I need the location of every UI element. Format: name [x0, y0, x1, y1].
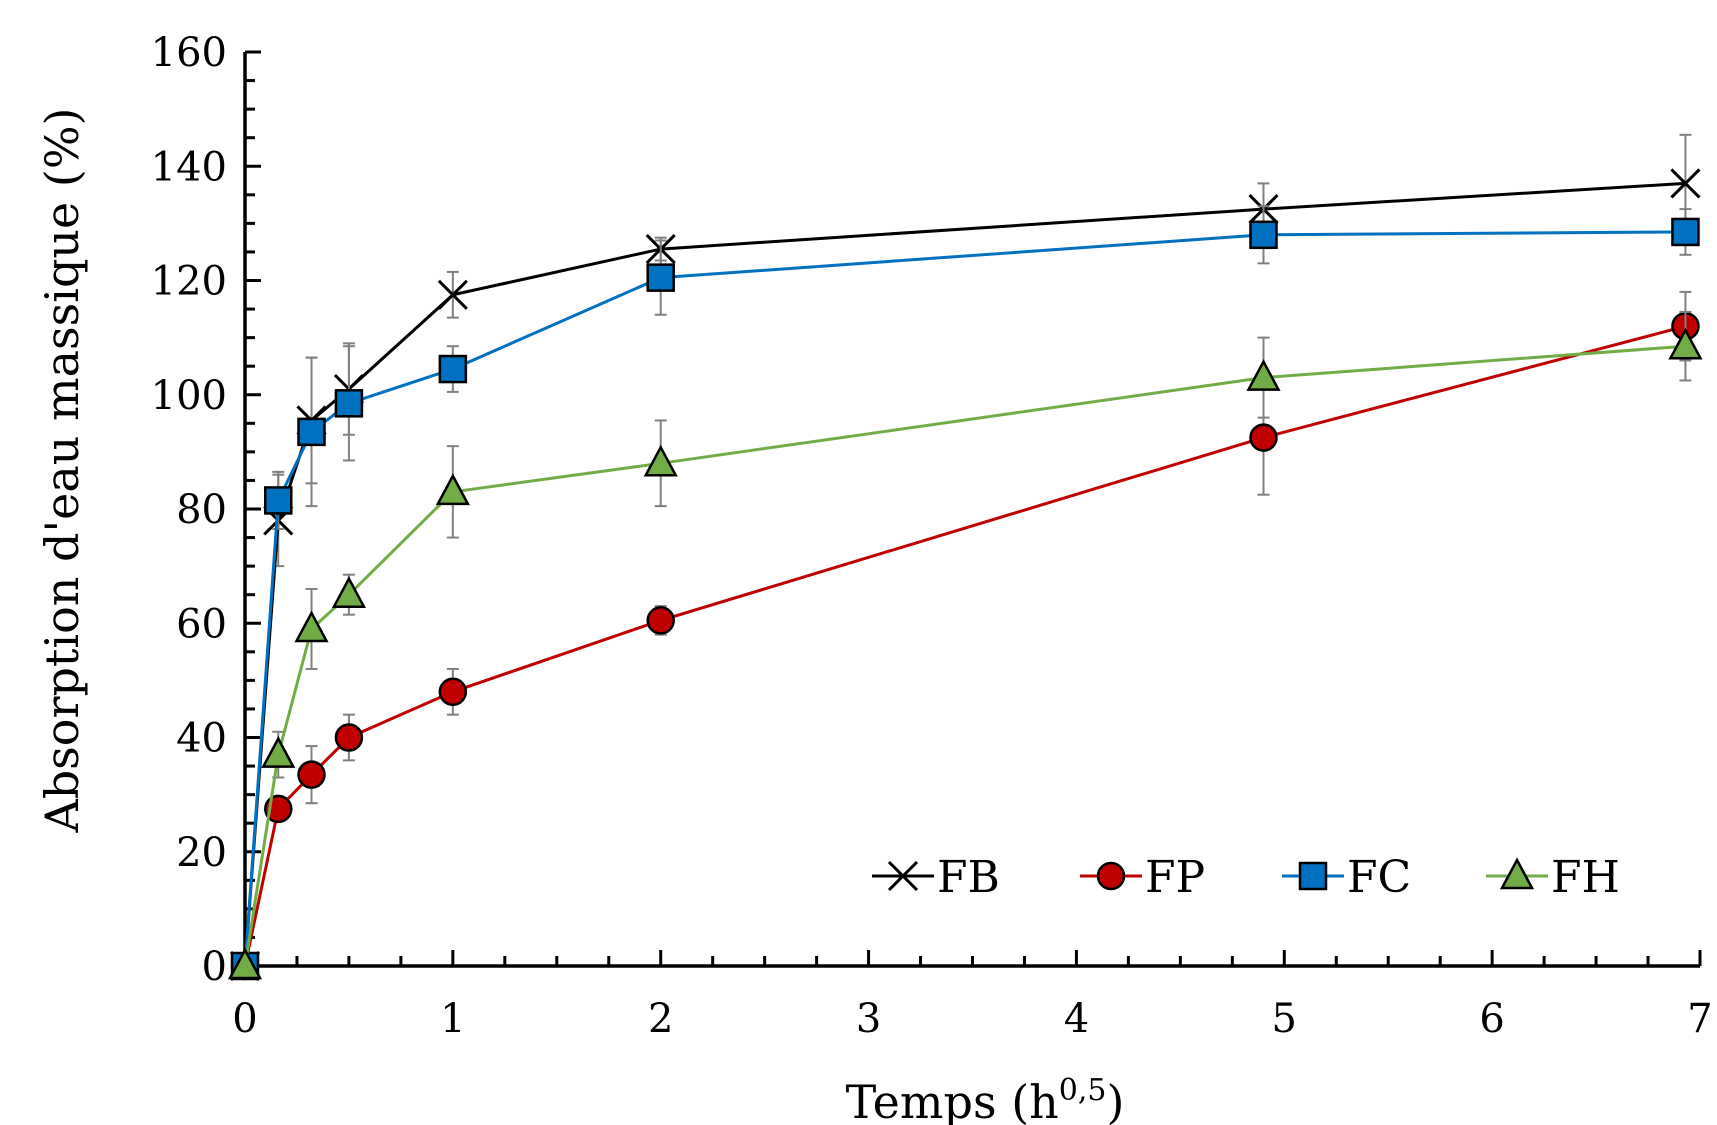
marker-square	[438, 354, 468, 384]
marker-x	[437, 279, 468, 310]
marker-x	[887, 860, 919, 892]
marker-triangle	[294, 610, 329, 643]
marker-circle	[297, 760, 326, 789]
marker-square	[297, 417, 326, 447]
series-layer	[227, 133, 1703, 982]
marker-circle	[646, 606, 675, 635]
x-axis-ticks: 0 1 2 3 4 5 6 7	[232, 950, 1713, 1042]
marker-square	[1298, 861, 1328, 891]
y-tick-label: 60	[176, 601, 227, 647]
marker-triangle	[1499, 857, 1535, 890]
series-fh	[227, 310, 1703, 980]
series-fp	[230, 290, 1700, 981]
x-tick-label: 3	[856, 996, 881, 1042]
marker-square	[1249, 220, 1278, 250]
marker-circle	[438, 677, 468, 707]
plot-area	[243, 52, 1700, 968]
x-tick-label: 5	[1272, 996, 1297, 1042]
y-tick-label: 120	[151, 259, 227, 305]
series-line	[243, 344, 1686, 967]
y-tick-label: 80	[176, 487, 227, 533]
legend-label: FH	[1551, 852, 1620, 903]
marker-square	[334, 389, 364, 418]
legend-label: FB	[937, 852, 1000, 903]
legend-item-fb: FB	[872, 852, 1000, 903]
x-tick-label: 4	[1064, 996, 1089, 1042]
marker-triangle	[261, 735, 296, 768]
marker-triangle	[435, 473, 470, 506]
y-axis-ticks: 0 20 40 60 80 100 120 140 160	[151, 30, 261, 990]
y-tick-label: 160	[151, 30, 227, 76]
marker-circle	[334, 723, 364, 752]
x-tick-label: 0	[232, 996, 257, 1042]
marker-square	[1671, 217, 1700, 247]
y-tick-label: 20	[176, 830, 227, 876]
marker-triangle	[1668, 327, 1703, 360]
series-line	[243, 181, 1686, 967]
x-tick-label: 2	[648, 996, 673, 1042]
x-tick-label: 6	[1479, 996, 1504, 1042]
x-tick-label: 1	[440, 996, 465, 1042]
legend-item-fc: FC	[1282, 852, 1411, 903]
marker-triangle	[227, 947, 263, 980]
x-axis-title: Temps (h0,5)	[846, 1073, 1125, 1125]
legend: FB FP FC FH	[872, 852, 1620, 903]
legend-item-fp: FP	[1080, 852, 1205, 903]
marker-triangle	[1246, 358, 1281, 391]
legend-label: FP	[1145, 852, 1205, 903]
y-tick-label: 40	[176, 716, 227, 762]
y-tick-label: 0	[202, 944, 227, 990]
marker-triangle	[331, 576, 367, 608]
y-tick-label: 140	[151, 144, 227, 190]
x-tick-label: 7	[1687, 996, 1712, 1042]
y-tick-label: 100	[151, 373, 227, 419]
marker-square	[264, 486, 293, 515]
y-axis-title: Absorption d'eau massique (%)	[35, 107, 89, 833]
legend-label: FC	[1347, 852, 1411, 903]
marker-triangle	[643, 444, 678, 477]
marker-x	[1670, 168, 1701, 199]
marker-circle	[1096, 861, 1126, 891]
marker-square	[646, 263, 675, 292]
marker-circle	[1249, 423, 1278, 452]
legend-item-fh: FH	[1486, 852, 1620, 903]
